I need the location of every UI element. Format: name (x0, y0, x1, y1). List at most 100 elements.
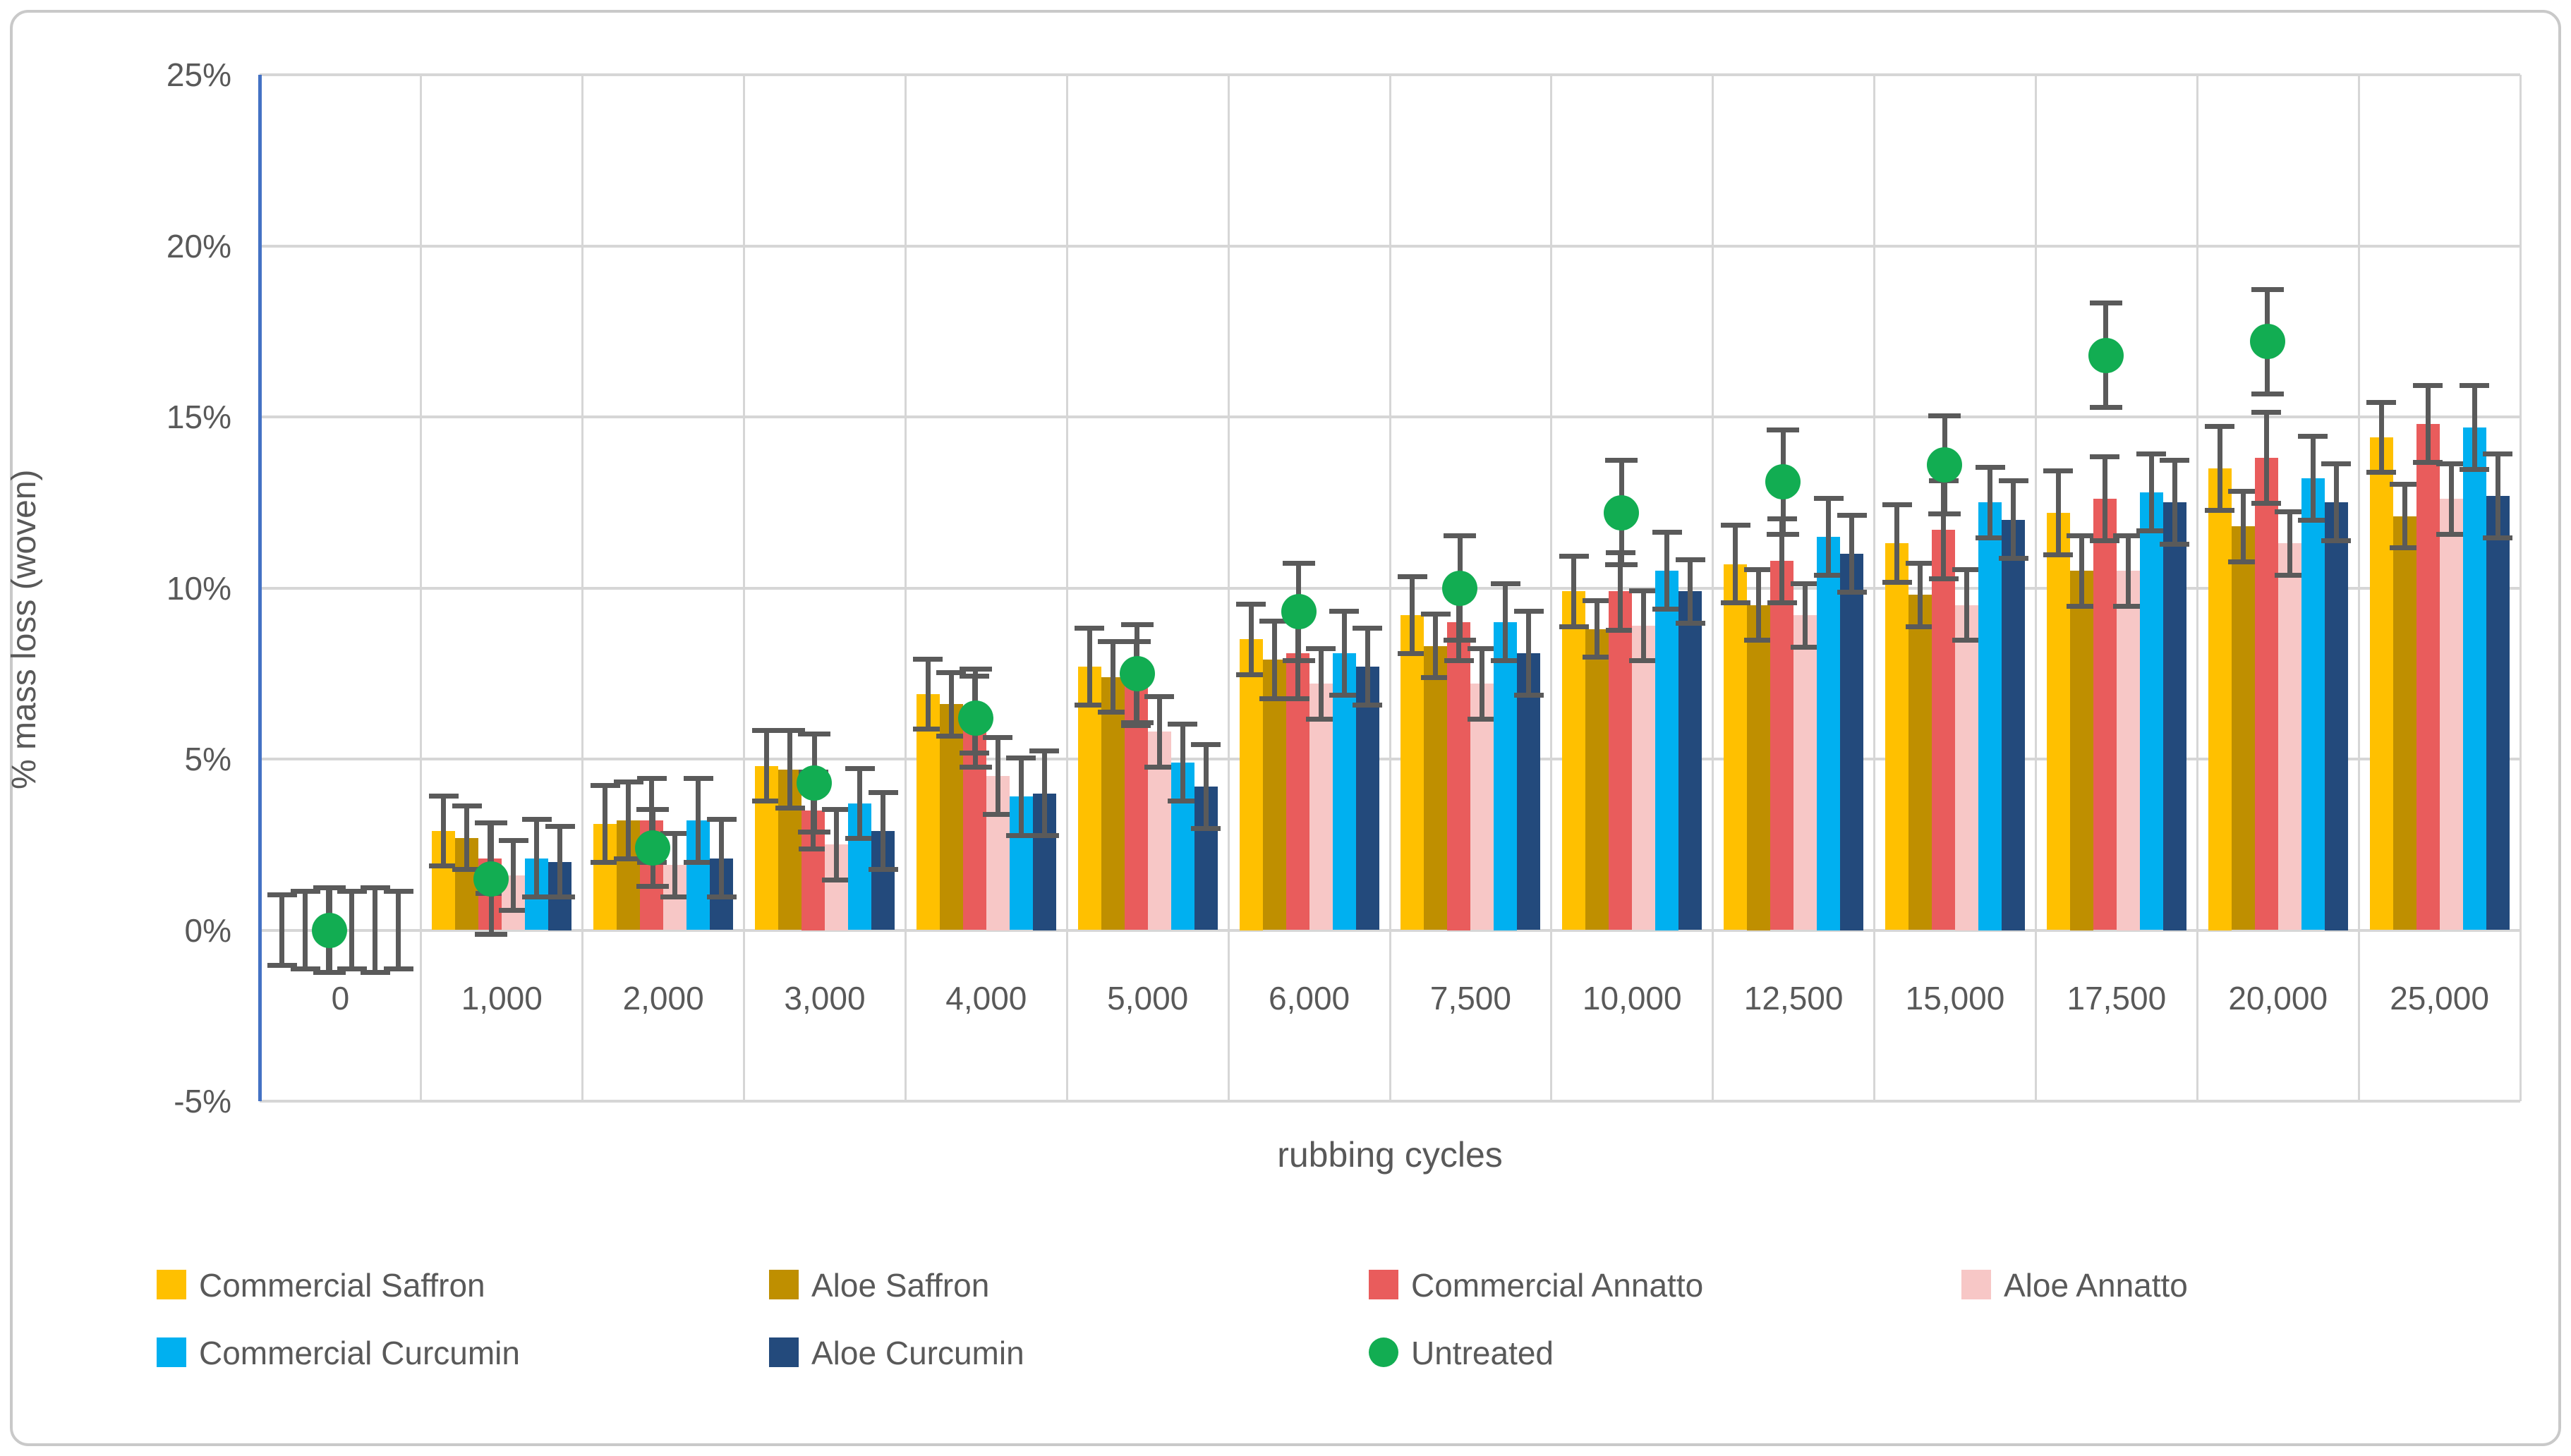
bar-aloe-annatto (2277, 543, 2301, 930)
legend-item-commercial-saffron: Commercial Saffron (157, 1264, 735, 1306)
error-bar (1905, 560, 1935, 629)
legend-item-aloe-curcumin: Aloe Curcumin (769, 1332, 1348, 1374)
error-bar (2298, 434, 2328, 523)
x-tick-label: 4,000 (945, 980, 1027, 1017)
error-stem (2011, 478, 2016, 561)
bar-commercial-annatto (1609, 591, 1633, 930)
error-stem (2263, 410, 2269, 506)
error-bar (452, 803, 482, 873)
x-tick-label: 6,000 (1269, 980, 1350, 1017)
error-bar (2113, 533, 2143, 609)
gridline-vertical (581, 75, 584, 1101)
x-tick-label: 20,000 (2228, 980, 2328, 1017)
y-tick-label: 10% (166, 569, 231, 607)
error-bar (337, 889, 367, 971)
error-stem (1410, 574, 1415, 657)
error-bar (706, 817, 737, 899)
error-stem (2425, 382, 2431, 465)
error-bar (1882, 502, 1912, 585)
error-stem (1733, 523, 1738, 605)
error-stem (1756, 567, 1762, 643)
error-stem (1087, 625, 1092, 708)
legend-swatch (1961, 1270, 1991, 1299)
error-bar (521, 817, 552, 899)
error-bar (660, 830, 690, 899)
error-bar (1720, 523, 1750, 605)
y-axis-line (258, 75, 262, 1101)
bar-commercial-saffron (1562, 591, 1586, 930)
untreated-dot (957, 700, 993, 736)
error-stem (834, 806, 839, 882)
error-stem (1341, 608, 1347, 698)
legend-label: Untreated (1411, 1335, 1554, 1371)
error-stem (2079, 533, 2084, 609)
bar-aloe-curcumin (2486, 495, 2510, 930)
gridline-vertical (2519, 75, 2522, 1101)
x-tick-label: 17,500 (2067, 980, 2167, 1017)
error-stem (1849, 512, 1855, 595)
error-stem (373, 885, 378, 975)
gridline-vertical (1550, 75, 1553, 1101)
untreated-dot (1281, 594, 1317, 630)
bar-commercial-saffron (916, 693, 940, 930)
x-tick-label: 5,000 (1107, 980, 1189, 1017)
error-bar (751, 728, 782, 804)
error-bar (1975, 464, 2005, 540)
bar-commercial-annatto (2416, 423, 2440, 930)
error-bar (2275, 509, 2305, 578)
error-stem (1018, 756, 1024, 838)
error-stem (1595, 598, 1600, 660)
bar-aloe-curcumin (1355, 667, 1379, 930)
error-bar (683, 776, 713, 866)
y-tick-label: 25% (166, 56, 231, 93)
y-tick-label: -5% (174, 1083, 231, 1120)
error-bar (1420, 612, 1451, 681)
untreated-dot (1442, 570, 1478, 606)
legend-swatch (157, 1270, 186, 1299)
error-bar (1813, 495, 1844, 578)
bar-commercial-saffron (1077, 667, 1101, 930)
bar-aloe-saffron (1424, 645, 1448, 930)
error-stem (1433, 612, 1439, 681)
gridline-vertical (1712, 75, 1714, 1101)
untreated-dot (2088, 337, 2124, 373)
bar-commercial-curcumin (2301, 478, 2325, 930)
error-bar (428, 793, 459, 869)
error-bar (290, 889, 320, 971)
bar-commercial-annatto (2254, 458, 2278, 930)
error-stem (511, 837, 516, 914)
legend-swatch (157, 1337, 186, 1367)
error-stem (1318, 645, 1324, 722)
error-bar (1559, 554, 1589, 629)
error-stem (396, 889, 401, 971)
bar-commercial-curcumin (2462, 427, 2486, 930)
error-bar (1397, 574, 1427, 657)
error-bar (590, 782, 620, 866)
bar-commercial-saffron (2046, 512, 2070, 930)
error-stem (1641, 588, 1647, 664)
error-bar (613, 779, 643, 862)
untreated-dot (1927, 447, 1962, 483)
error-stem (1688, 557, 1693, 626)
error-bar (913, 656, 943, 732)
x-axis-title: rubbing cycles (1277, 1135, 1503, 1175)
bar-aloe-curcumin (1840, 554, 1864, 930)
error-stem (1526, 608, 1532, 698)
untreated-dot (2249, 324, 2285, 360)
legend-label: Aloe Saffron (811, 1267, 990, 1304)
error-stem (1180, 721, 1185, 804)
bar-aloe-annatto (1793, 615, 1817, 930)
error-bar (2483, 451, 2513, 540)
error-bar (2390, 482, 2420, 551)
gridline-vertical (2034, 75, 2037, 1101)
legend-label: Aloe Annatto (2004, 1267, 2188, 1304)
error-stem (1248, 601, 1254, 677)
untreated-dot (473, 861, 509, 897)
error-stem (2125, 533, 2131, 609)
error-bar (2136, 451, 2167, 533)
error-bar (1006, 756, 1036, 838)
error-stem (1618, 550, 1623, 633)
bar-aloe-curcumin (1678, 591, 1702, 930)
untreated-dot (312, 912, 348, 948)
legend-label: Commercial Curcumin (199, 1335, 520, 1371)
